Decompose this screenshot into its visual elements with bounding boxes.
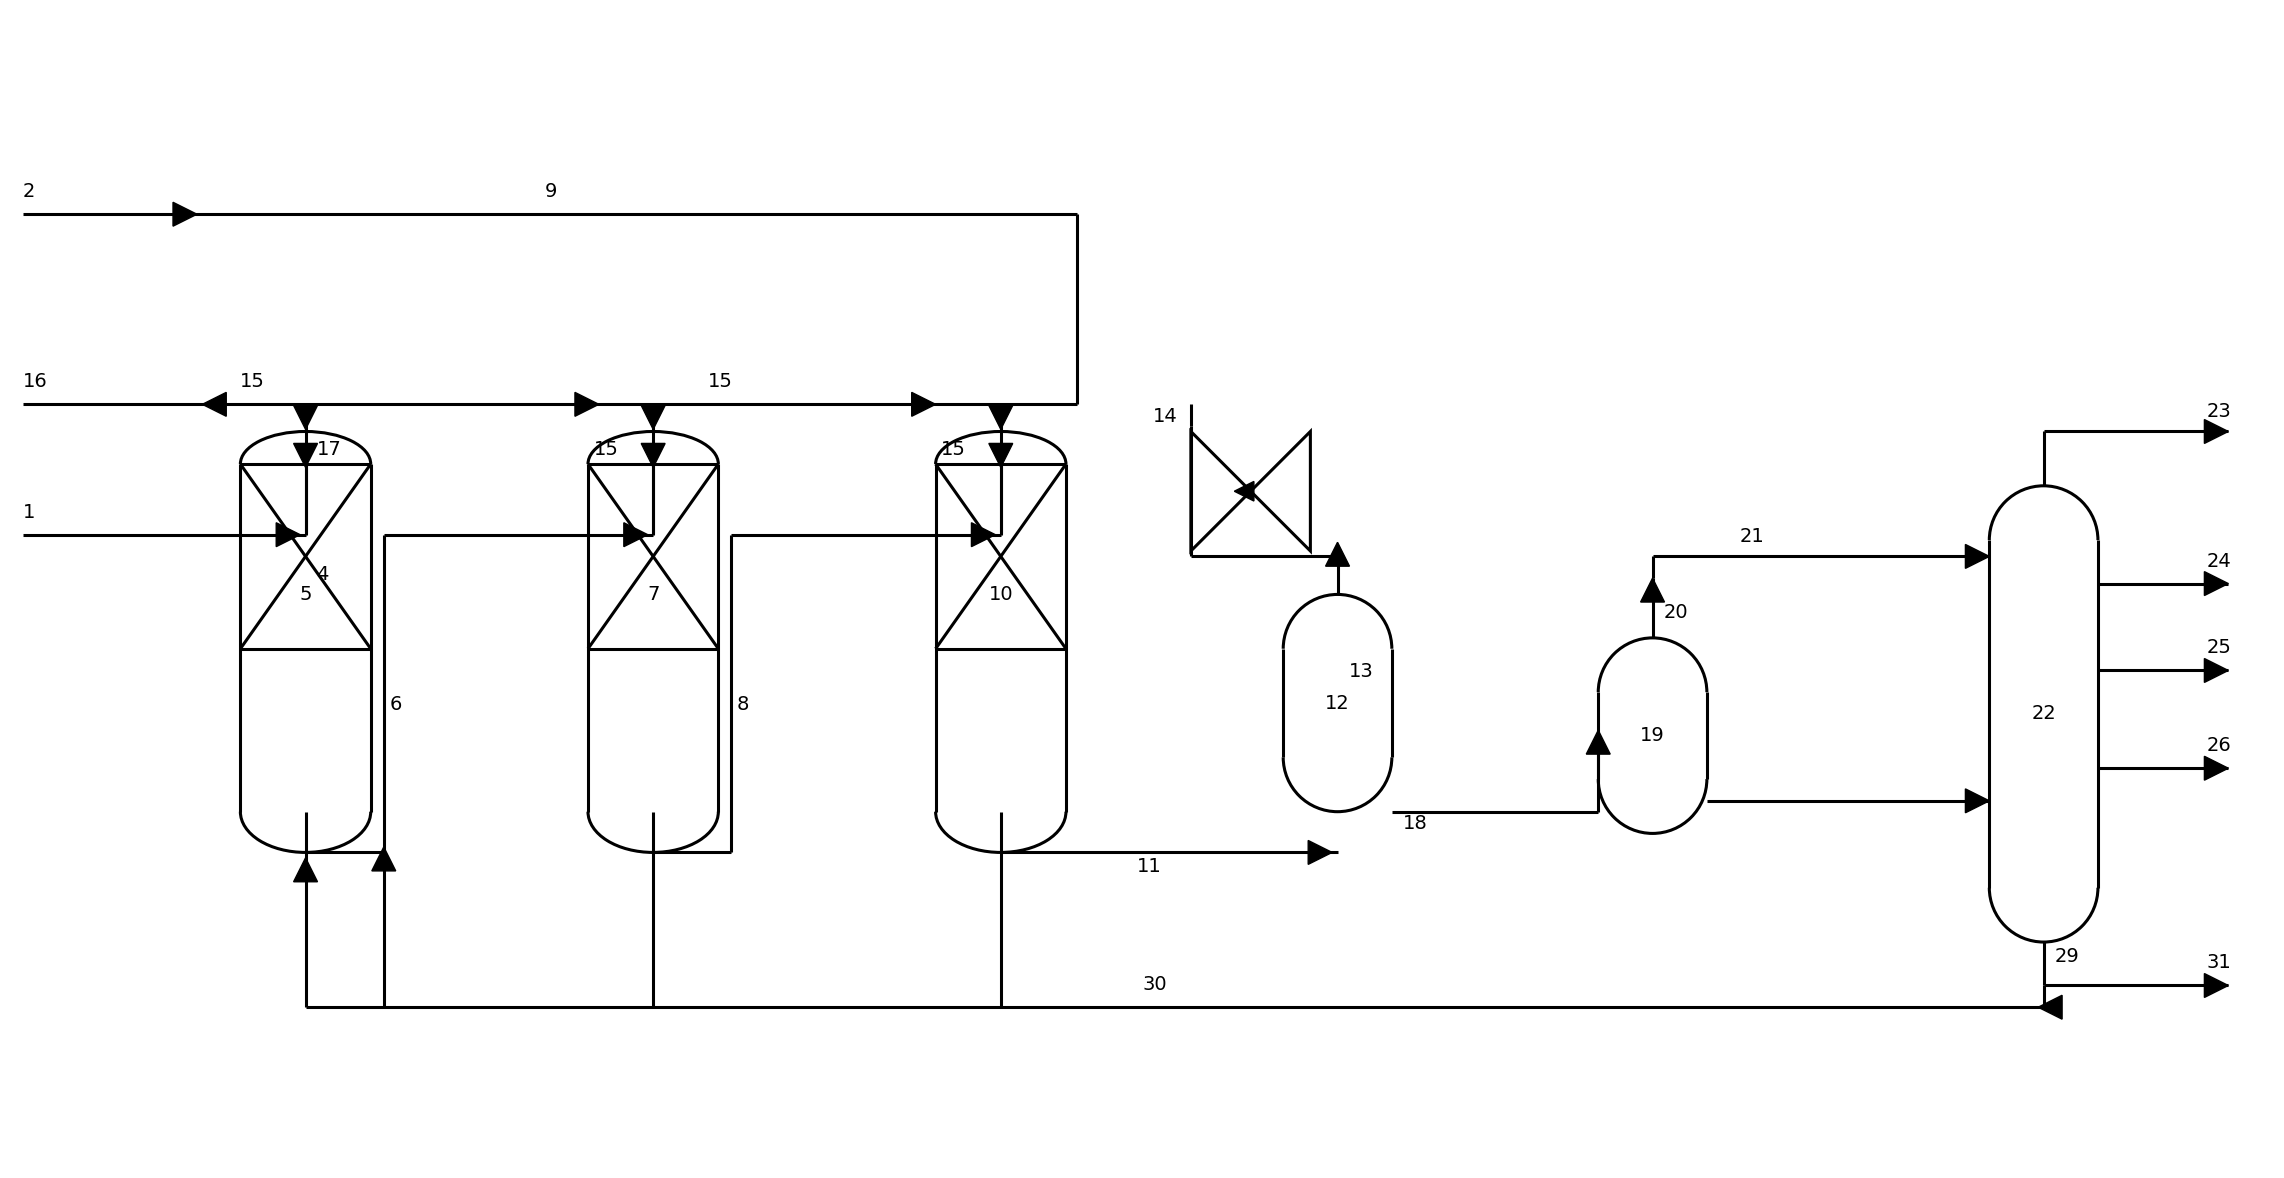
Polygon shape	[2037, 995, 2062, 1019]
Polygon shape	[372, 847, 395, 871]
Polygon shape	[642, 405, 665, 429]
Polygon shape	[295, 405, 317, 429]
Text: 7: 7	[646, 585, 660, 604]
Text: 24: 24	[2206, 551, 2231, 570]
Polygon shape	[1967, 544, 1989, 568]
Polygon shape	[2204, 419, 2229, 443]
Polygon shape	[989, 405, 1012, 429]
Text: 30: 30	[1142, 975, 1167, 994]
Polygon shape	[2204, 756, 2229, 780]
Text: 10: 10	[989, 585, 1014, 604]
Polygon shape	[2204, 973, 2229, 998]
Polygon shape	[1233, 482, 1254, 501]
Text: 11: 11	[1137, 858, 1160, 876]
Polygon shape	[576, 392, 598, 416]
Polygon shape	[1325, 542, 1350, 567]
Polygon shape	[2204, 659, 2229, 682]
Text: 1: 1	[23, 503, 37, 522]
Polygon shape	[1640, 578, 1665, 602]
Text: 13: 13	[1348, 662, 1373, 681]
Text: 19: 19	[1640, 726, 1665, 746]
Text: 15: 15	[941, 439, 966, 458]
Text: 4: 4	[317, 564, 329, 583]
Polygon shape	[971, 523, 996, 547]
Text: 14: 14	[1153, 408, 1179, 426]
Polygon shape	[203, 392, 226, 416]
Text: 6: 6	[388, 695, 402, 714]
Polygon shape	[911, 392, 936, 416]
Text: 12: 12	[1325, 694, 1350, 713]
Text: 15: 15	[240, 372, 265, 391]
Text: 5: 5	[299, 585, 313, 604]
Text: 16: 16	[23, 372, 48, 391]
Text: 9: 9	[544, 183, 557, 201]
Text: 22: 22	[2030, 704, 2056, 723]
Text: 23: 23	[2206, 402, 2231, 421]
Text: 20: 20	[1663, 603, 1688, 622]
Polygon shape	[989, 443, 1012, 468]
Text: 18: 18	[1402, 814, 1428, 833]
Text: 26: 26	[2206, 736, 2231, 755]
Text: 2: 2	[23, 183, 37, 201]
Polygon shape	[174, 203, 196, 226]
Polygon shape	[1967, 789, 1989, 813]
Polygon shape	[1587, 730, 1610, 754]
Text: 17: 17	[317, 439, 340, 458]
Text: 25: 25	[2206, 638, 2231, 657]
Polygon shape	[295, 443, 317, 468]
Polygon shape	[2204, 571, 2229, 596]
Text: 31: 31	[2206, 953, 2231, 973]
Polygon shape	[642, 443, 665, 468]
Text: 29: 29	[2056, 947, 2078, 966]
Polygon shape	[295, 858, 317, 882]
Text: 8: 8	[738, 695, 749, 714]
Text: 15: 15	[708, 372, 733, 391]
Polygon shape	[276, 523, 299, 547]
Polygon shape	[624, 523, 649, 547]
Polygon shape	[1309, 840, 1332, 865]
Text: 15: 15	[594, 439, 619, 458]
Text: 21: 21	[1740, 527, 1763, 545]
